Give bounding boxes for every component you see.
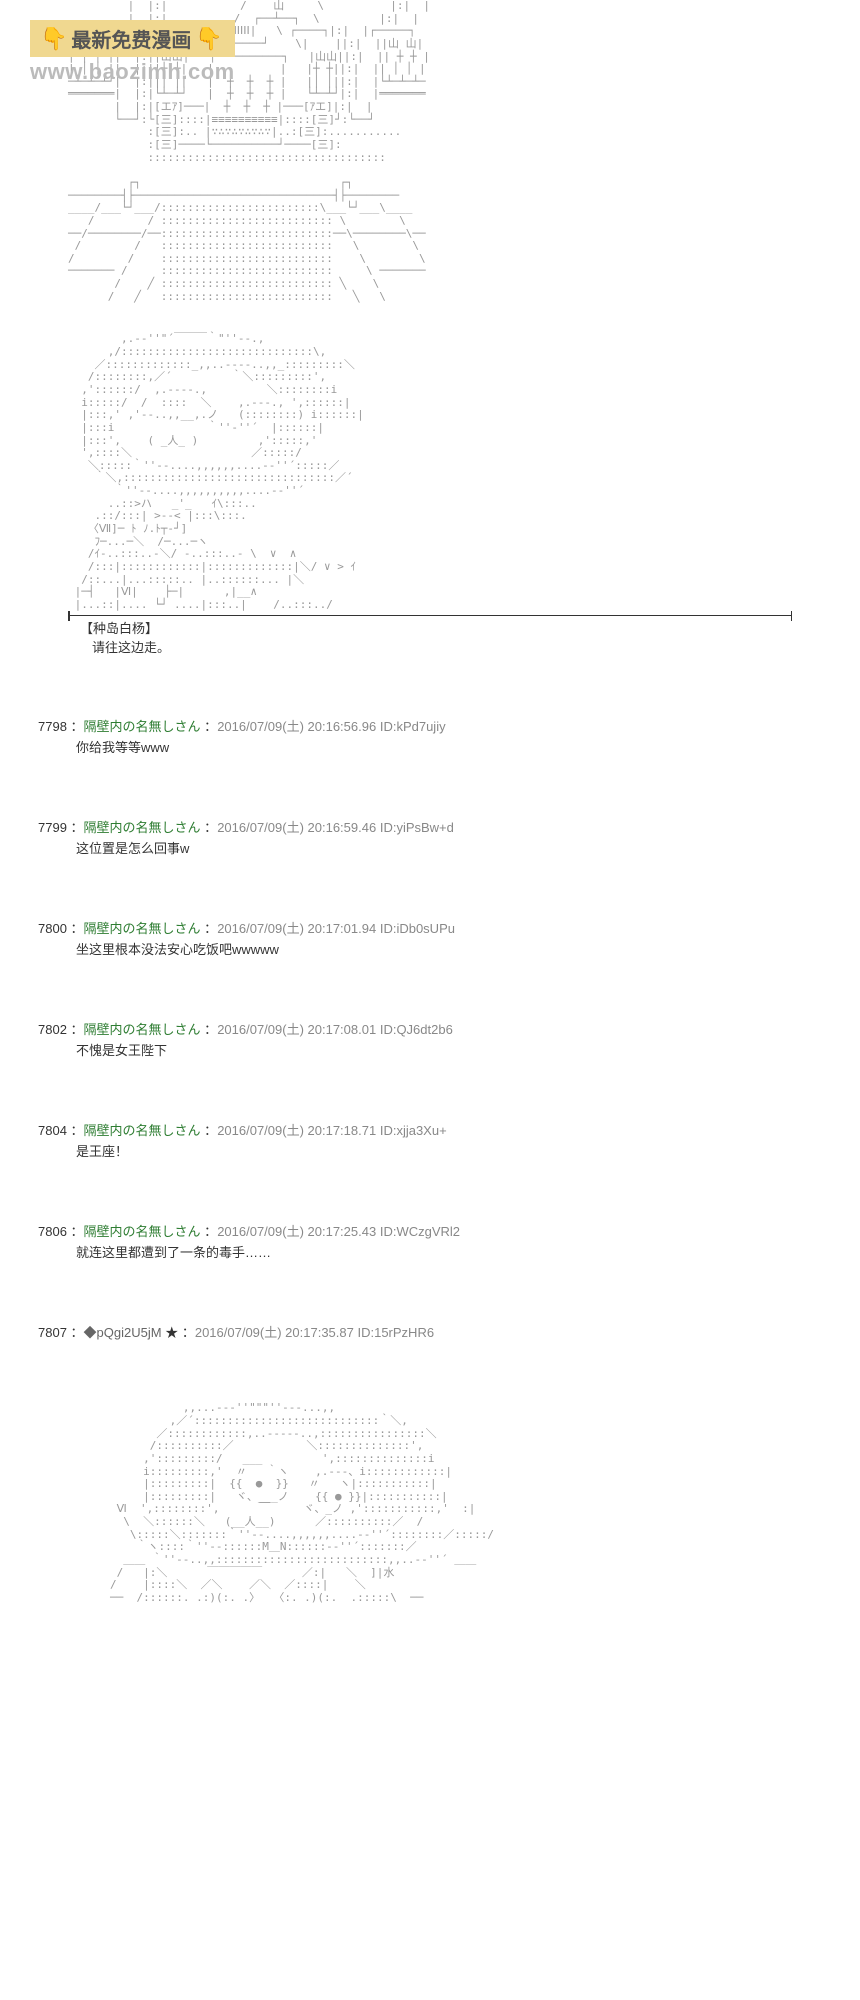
post-date: 2016/07/09(土) 20:16:59.46	[217, 820, 376, 835]
post-username: 隔壁内の名無しさん	[84, 719, 201, 734]
post-header: 7798 ：隔壁内の名無しさん ：2016/07/09(土) 20:16:56.…	[38, 717, 860, 737]
post-number: 7798	[38, 719, 67, 734]
divider	[68, 615, 792, 616]
post-username: 隔壁内の名無しさん	[84, 820, 201, 835]
post-header: 7806 ：隔壁内の名無しさん ：2016/07/09(土) 20:17:25.…	[38, 1222, 860, 1242]
post-header: 7804 ：隔壁内の名無しさん ：2016/07/09(土) 20:17:18.…	[38, 1121, 860, 1141]
post-id: ID:yiPsBw+d	[380, 820, 454, 835]
post-header: 7800 ：隔壁内の名無しさん ：2016/07/09(土) 20:17:01.…	[38, 919, 860, 939]
post: 7800 ：隔壁内の名無しさん ：2016/07/09(土) 20:17:01.…	[38, 919, 860, 960]
post-id: ID:xjja3Xu+	[380, 1123, 447, 1138]
post-username: 隔壁内の名無しさん	[84, 1022, 201, 1037]
pointing-down-icon: 👇	[40, 26, 67, 52]
post-date: 2016/07/09(土) 20:17:25.43	[217, 1224, 376, 1239]
post: 7802 ：隔壁内の名無しさん ：2016/07/09(土) 20:17:08.…	[38, 1020, 860, 1061]
posts-list: 7798 ：隔壁内の名無しさん ：2016/07/09(土) 20:16:56.…	[0, 717, 860, 1343]
pointing-down-icon: 👇	[195, 26, 222, 52]
post-body: 坐这里根本没法安心吃饭吧wwwww	[76, 940, 860, 960]
post: 7804 ：隔壁内の名無しさん ：2016/07/09(土) 20:17:18.…	[38, 1121, 860, 1162]
post-body: 是王座！	[76, 1142, 860, 1162]
watermark-banner: 👇 最新免费漫画 👇	[30, 20, 235, 57]
ascii-art-bottom: ,,...-‐‐''"""''‐‐-...,, ,／´:::::::::::::…	[110, 1402, 860, 1604]
post-body: 就连这里都遭到了一条的毒手……	[76, 1243, 860, 1263]
post-body: 这位置是怎么回事w	[76, 839, 860, 859]
watermark-text: 最新免费漫画	[71, 24, 191, 53]
post-username: 隔壁内の名無しさん	[84, 1224, 201, 1239]
caption-block: 【种岛白杨】 请往这边走。	[80, 620, 860, 656]
post-date: 2016/07/09(土) 20:17:18.71	[217, 1123, 376, 1138]
post-body: 不愧是女王陛下	[76, 1041, 860, 1061]
post-tripcode: ◆pQgi2U5jM	[84, 1325, 162, 1340]
post-date: 2016/07/09(土) 20:17:01.94	[217, 921, 376, 936]
post-number: 7807	[38, 1325, 67, 1340]
star-icon: ★	[165, 1325, 178, 1340]
post-date: 2016/07/09(土) 20:16:56.96	[217, 719, 376, 734]
post-username: 隔壁内の名無しさん	[84, 921, 201, 936]
caption-text: 请往这边走。	[92, 639, 860, 657]
watermark: 👇 最新免费漫画 👇 www.baozimh.com	[30, 20, 235, 85]
post-number: 7802	[38, 1022, 67, 1037]
post-number: 7800	[38, 921, 67, 936]
post-id: ID:kPd7ujiy	[380, 719, 446, 734]
post-number: 7799	[38, 820, 67, 835]
post-date: 2016/07/09(土) 20:17:35.87	[195, 1325, 354, 1340]
post-date: 2016/07/09(土) 20:17:08.01	[217, 1022, 376, 1037]
post-header: 7807 ：◆pQgi2U5jM ★ ：2016/07/09(土) 20:17:…	[38, 1323, 860, 1343]
post-number: 7806	[38, 1224, 67, 1239]
ascii-art-character: ,.-‐''"´￣￣￣｀"''‐-., ,/::::::::::::::::::…	[68, 333, 860, 611]
post-id: ID:WCzgVRl2	[380, 1224, 460, 1239]
watermark-url: www.baozimh.com	[30, 59, 235, 85]
post: 7799 ：隔壁内の名無しさん ：2016/07/09(土) 20:16:59.…	[38, 818, 860, 859]
post: 7798 ：隔壁内の名無しさん ：2016/07/09(土) 20:16:56.…	[38, 717, 860, 758]
post-header: 7799 ：隔壁内の名無しさん ：2016/07/09(土) 20:16:59.…	[38, 818, 860, 838]
post-username: 隔壁内の名無しさん	[84, 1123, 201, 1138]
post-number: 7804	[38, 1123, 67, 1138]
post-special: 7807 ：◆pQgi2U5jM ★ ：2016/07/09(土) 20:17:…	[38, 1323, 860, 1343]
post-id: ID:iDb0sUPu	[380, 921, 455, 936]
post-body: 你给我等等www	[76, 738, 860, 758]
post: 7806 ：隔壁内の名無しさん ：2016/07/09(土) 20:17:25.…	[38, 1222, 860, 1263]
post-id: ID:QJ6dt2b6	[380, 1022, 453, 1037]
character-name: 【种岛白杨】	[80, 620, 860, 638]
post-header: 7802 ：隔壁内の名無しさん ：2016/07/09(土) 20:17:08.…	[38, 1020, 860, 1040]
post-id: ID:15rPzHR6	[357, 1325, 434, 1340]
